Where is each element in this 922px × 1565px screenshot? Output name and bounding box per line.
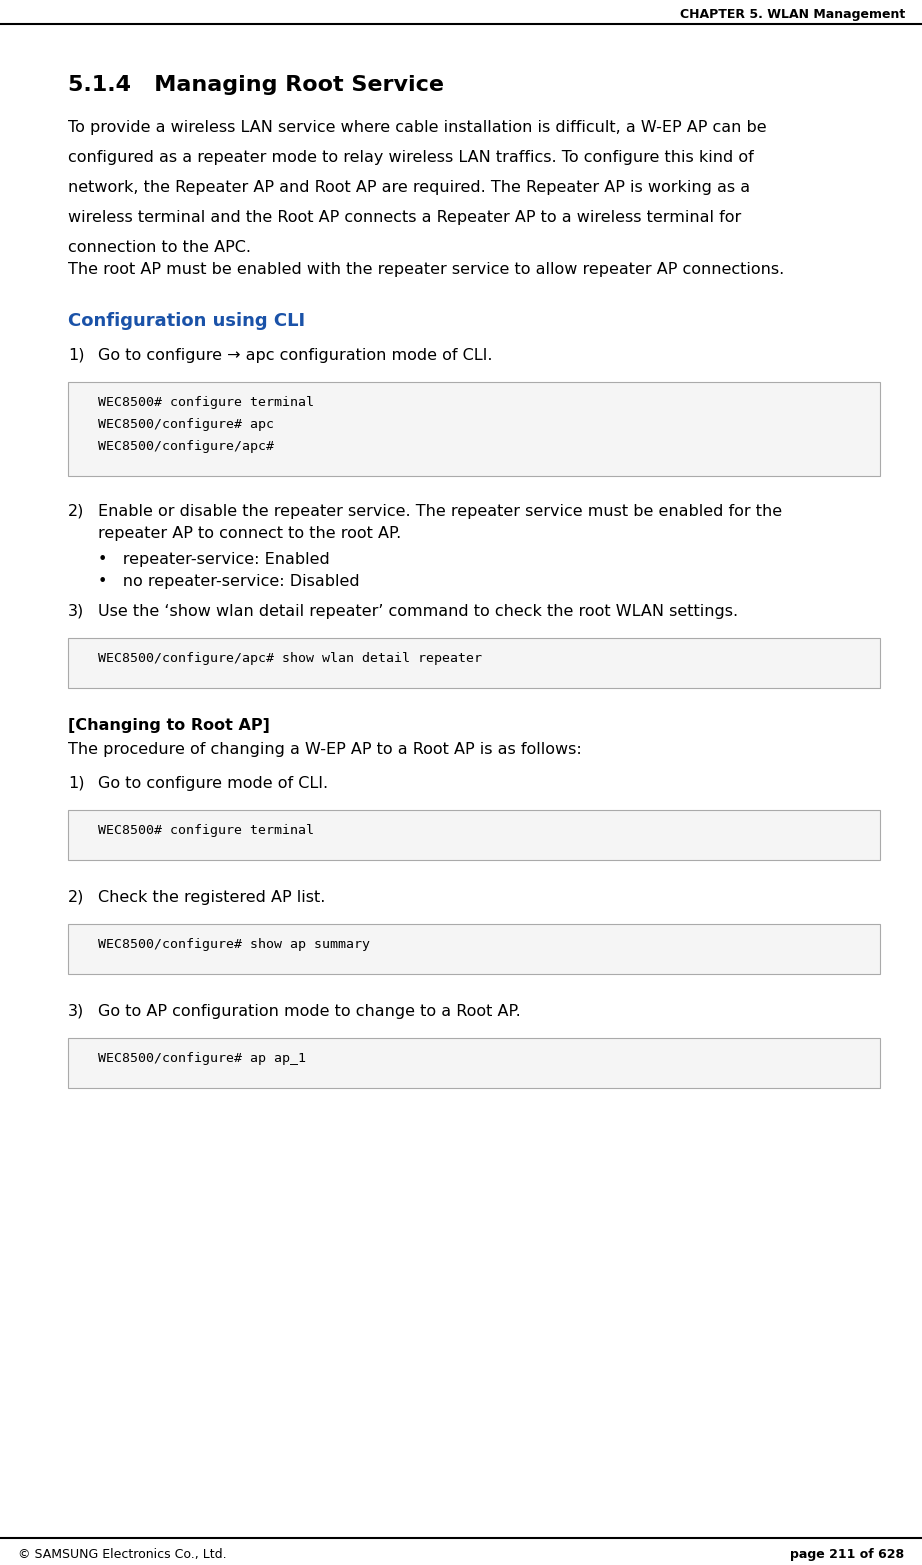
Text: The procedure of changing a W-EP AP to a Root AP is as follows:: The procedure of changing a W-EP AP to a…: [68, 742, 582, 757]
Text: WEC8500/configure# apc: WEC8500/configure# apc: [74, 418, 274, 430]
FancyBboxPatch shape: [68, 639, 880, 689]
Text: WEC8500/configure# ap ap_1: WEC8500/configure# ap ap_1: [74, 1052, 306, 1066]
Text: 3): 3): [68, 1005, 84, 1019]
Text: 1): 1): [68, 776, 85, 790]
Text: page 211 of 628: page 211 of 628: [790, 1548, 904, 1560]
FancyBboxPatch shape: [68, 923, 880, 973]
Text: WEC8500/configure# show ap summary: WEC8500/configure# show ap summary: [74, 937, 370, 952]
Text: The root AP must be enabled with the repeater service to allow repeater AP conne: The root AP must be enabled with the rep…: [68, 261, 785, 277]
Text: WEC8500# configure terminal: WEC8500# configure terminal: [74, 396, 314, 408]
FancyBboxPatch shape: [68, 811, 880, 861]
Text: WEC8500# configure terminal: WEC8500# configure terminal: [74, 825, 314, 837]
Text: repeater AP to connect to the root AP.: repeater AP to connect to the root AP.: [98, 526, 401, 541]
Text: CHAPTER 5. WLAN Management: CHAPTER 5. WLAN Management: [680, 8, 905, 20]
Text: 1): 1): [68, 347, 85, 363]
Text: •   repeater-service: Enabled: • repeater-service: Enabled: [98, 552, 330, 567]
Text: Enable or disable the repeater service. The repeater service must be enabled for: Enable or disable the repeater service. …: [98, 504, 782, 520]
Text: configured as a repeater mode to relay wireless LAN traffics. To configure this : configured as a repeater mode to relay w…: [68, 150, 754, 164]
Text: wireless terminal and the Root AP connects a Repeater AP to a wireless terminal : wireless terminal and the Root AP connec…: [68, 210, 741, 225]
Text: Go to configure mode of CLI.: Go to configure mode of CLI.: [98, 776, 328, 790]
Text: 2): 2): [68, 890, 85, 905]
Text: connection to the APC.: connection to the APC.: [68, 239, 251, 255]
Text: To provide a wireless LAN service where cable installation is difficult, a W-EP : To provide a wireless LAN service where …: [68, 121, 766, 135]
FancyBboxPatch shape: [68, 1038, 880, 1088]
Text: Configuration using CLI: Configuration using CLI: [68, 311, 305, 330]
FancyBboxPatch shape: [68, 382, 880, 476]
Text: 3): 3): [68, 604, 84, 620]
Text: [Changing to Root AP]: [Changing to Root AP]: [68, 718, 270, 732]
Text: Use the ‘show wlan detail repeater’ command to check the root WLAN settings.: Use the ‘show wlan detail repeater’ comm…: [98, 604, 739, 620]
Text: 2): 2): [68, 504, 85, 520]
Text: network, the Repeater AP and Root AP are required. The Repeater AP is working as: network, the Repeater AP and Root AP are…: [68, 180, 751, 196]
Text: Go to configure → apc configuration mode of CLI.: Go to configure → apc configuration mode…: [98, 347, 492, 363]
Text: Go to AP configuration mode to change to a Root AP.: Go to AP configuration mode to change to…: [98, 1005, 521, 1019]
Text: 5.1.4   Managing Root Service: 5.1.4 Managing Root Service: [68, 75, 444, 95]
Text: WEC8500/configure/apc#: WEC8500/configure/apc#: [74, 440, 274, 452]
Text: WEC8500/configure/apc# show wlan detail repeater: WEC8500/configure/apc# show wlan detail …: [74, 653, 482, 665]
Text: •   no repeater-service: Disabled: • no repeater-service: Disabled: [98, 574, 360, 588]
Text: © SAMSUNG Electronics Co., Ltd.: © SAMSUNG Electronics Co., Ltd.: [18, 1548, 227, 1560]
Text: Check the registered AP list.: Check the registered AP list.: [98, 890, 325, 905]
